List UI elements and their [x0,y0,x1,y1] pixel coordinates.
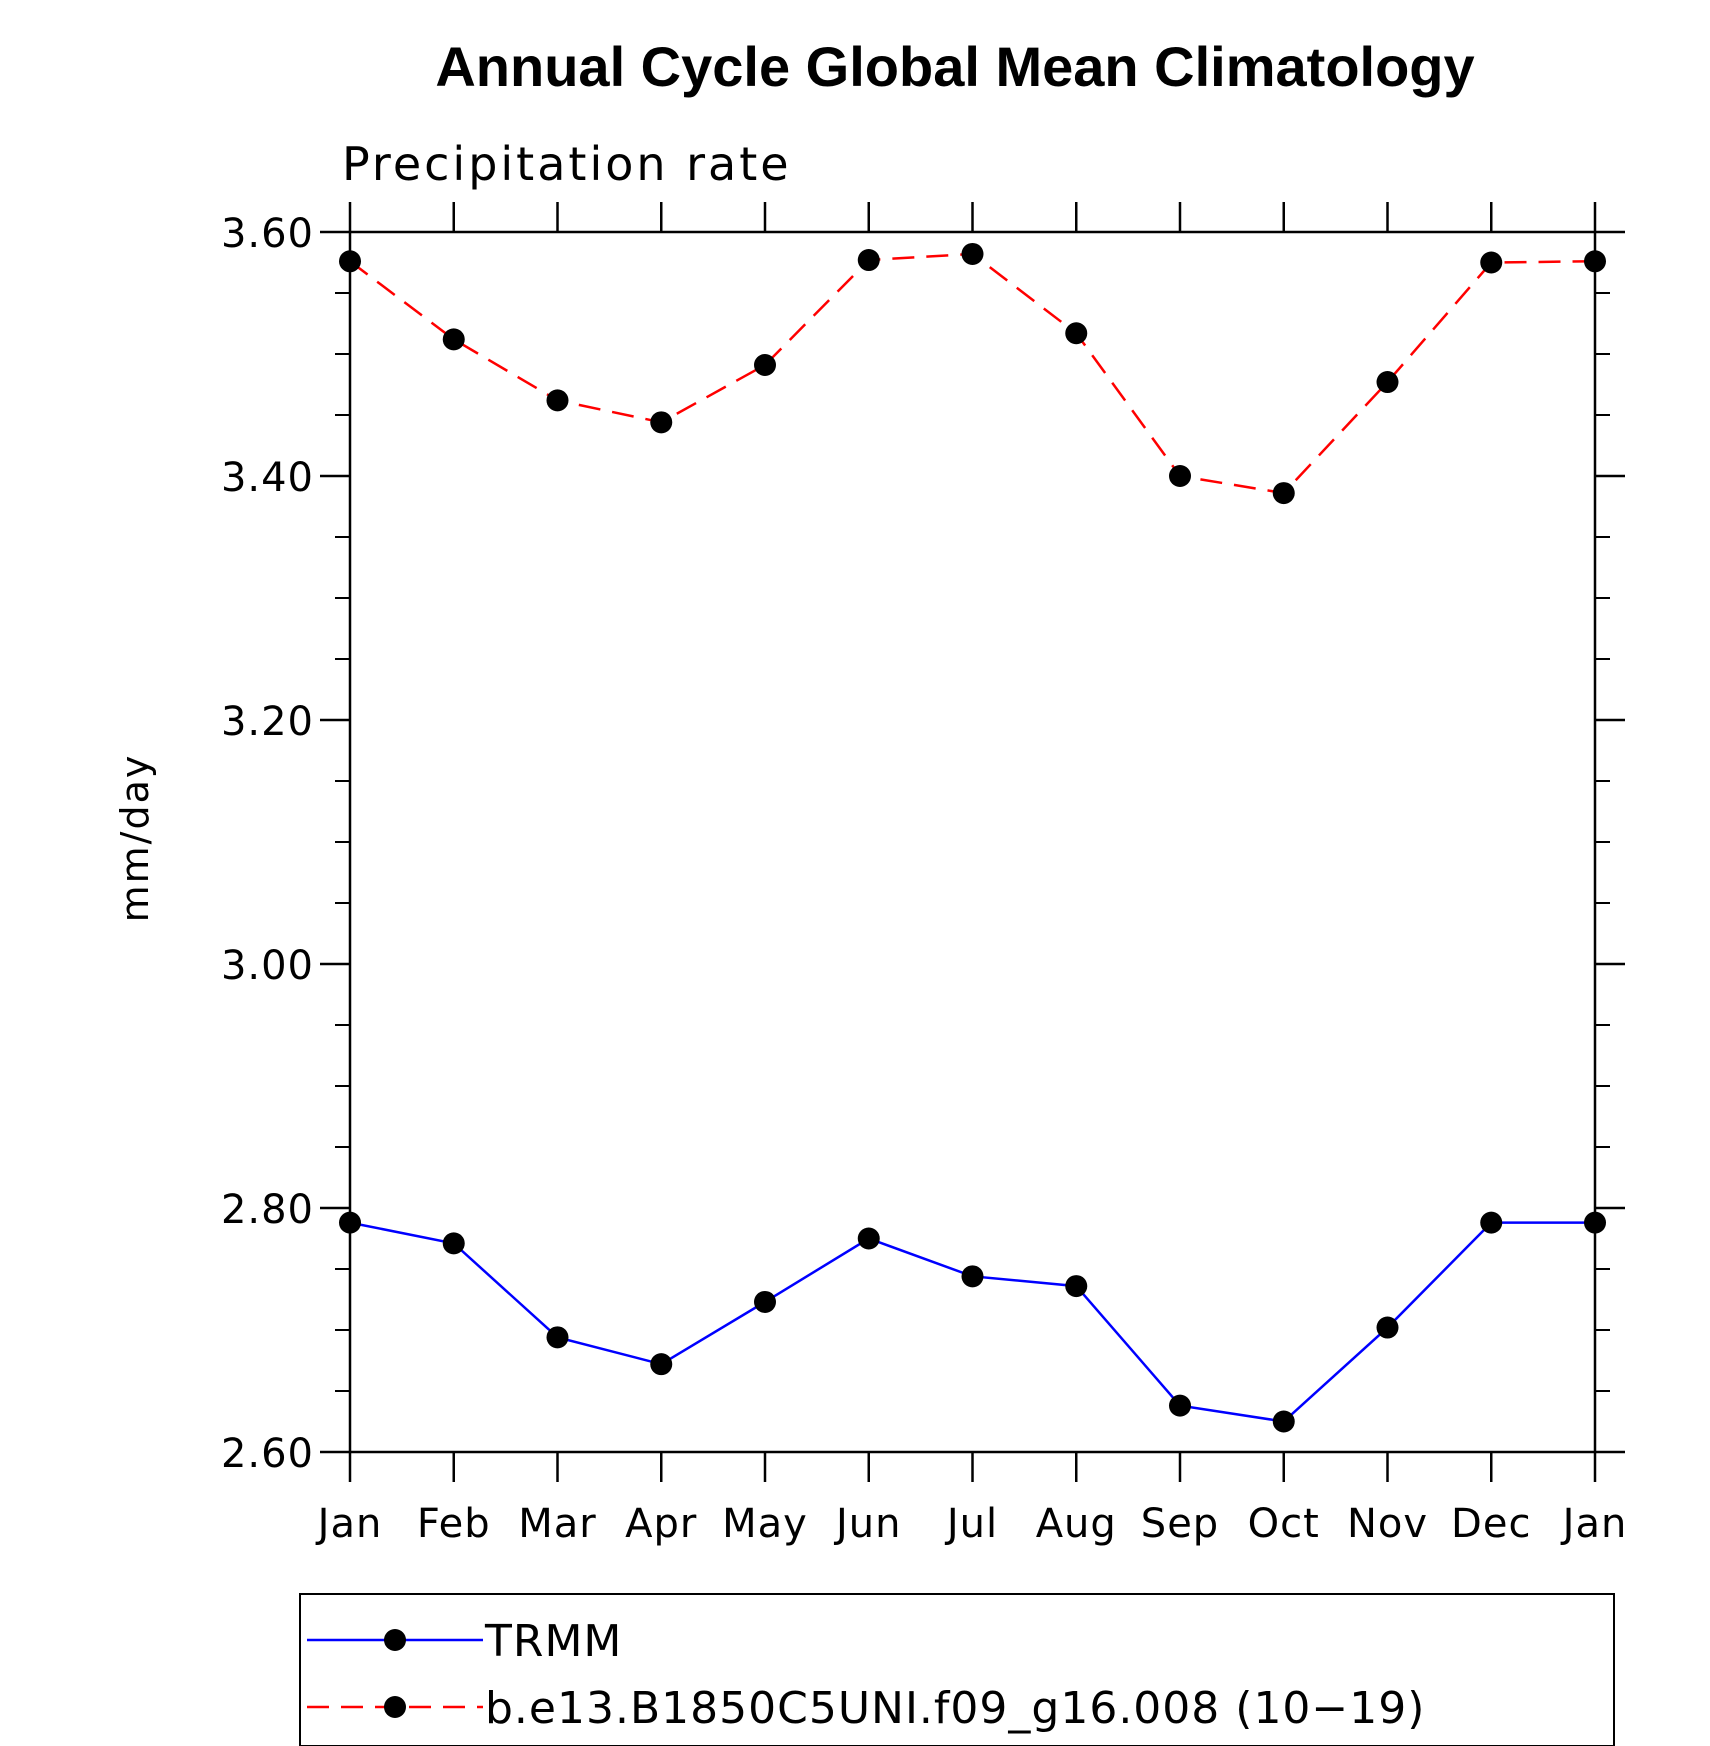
chart-subtitle: Precipitation rate [342,137,792,191]
chart-title: Annual Cycle Global Mean Climatology [435,35,1474,98]
data-point [442,1232,465,1255]
series-line-1 [349,1221,1595,1423]
data-point [1169,1394,1191,1417]
data-point [857,249,880,272]
data-point [961,1265,984,1288]
x-tick-label: Jul [944,1501,998,1547]
data-point [754,1290,776,1313]
x-tick-label: Nov [1347,1501,1428,1547]
data-point [1065,1275,1088,1298]
data-point [1584,1211,1606,1234]
data-point [650,1353,673,1376]
legend-marker-2 [384,1696,406,1718]
y-axis-label: mm/day [113,754,157,923]
x-tick-label: Dec [1451,1501,1531,1547]
x-tick-label: Feb [417,1501,491,1547]
data-point [1480,1211,1503,1234]
y-tick-label: 3.00 [221,943,314,989]
y-tick-label: 3.40 [221,455,314,501]
data-point [1272,482,1295,505]
data-point [546,1326,569,1349]
data-point [442,328,465,351]
data-point [339,1211,361,1234]
data-point [1169,465,1191,487]
legend-marker-1 [384,1629,406,1651]
y-tick-label: 3.60 [221,211,314,257]
legend-label-1: TRMM [484,1616,622,1667]
data-point [1065,322,1088,345]
legend: TRMM b.e13.B1850C5UNI.f09_g16.008 (10−19) [299,1593,1615,1746]
series-line-2 [349,252,1596,495]
plot-axes [320,202,1625,1482]
legend-box [299,1593,1615,1746]
data-point [1376,1316,1399,1339]
x-tick-label: Oct [1248,1501,1320,1547]
x-tick-label: Mar [518,1501,596,1547]
data-point [857,1227,880,1250]
x-tick-label: Jan [1560,1501,1628,1547]
data-point [1272,1410,1295,1433]
data-point [1584,250,1606,273]
x-tick-labels: Jan Feb Mar Apr May Jun Jul Aug Sep Oct Nov Dec Jan [315,1501,1628,1547]
y-tick-labels: 2.60 2.80 3.00 3.20 3.40 3.60 [221,211,314,1477]
data-point [961,242,984,265]
x-tick-label: Jun [833,1501,902,1547]
x-tick-label: Apr [625,1501,697,1547]
x-tick-label: Jan [315,1501,383,1547]
data-point [754,353,776,376]
x-tick-label: Sep [1141,1501,1219,1547]
data-point [650,411,673,434]
data-point [1376,371,1399,394]
x-tick-label: May [722,1501,808,1547]
y-tick-label: 3.20 [221,699,314,745]
data-point [339,250,361,273]
y-tick-label: 2.60 [221,1431,314,1477]
x-tick-label: Aug [1036,1501,1117,1547]
series-layer [339,242,1606,1433]
y-tick-label: 2.80 [221,1187,314,1233]
legend-entries: TRMM b.e13.B1850C5UNI.f09_g16.008 (10−19) [307,1616,1425,1734]
data-point [1480,251,1503,274]
legend-label-2: b.e13.B1850C5UNI.f09_g16.008 (10−19) [485,1683,1425,1734]
data-point [546,389,569,412]
